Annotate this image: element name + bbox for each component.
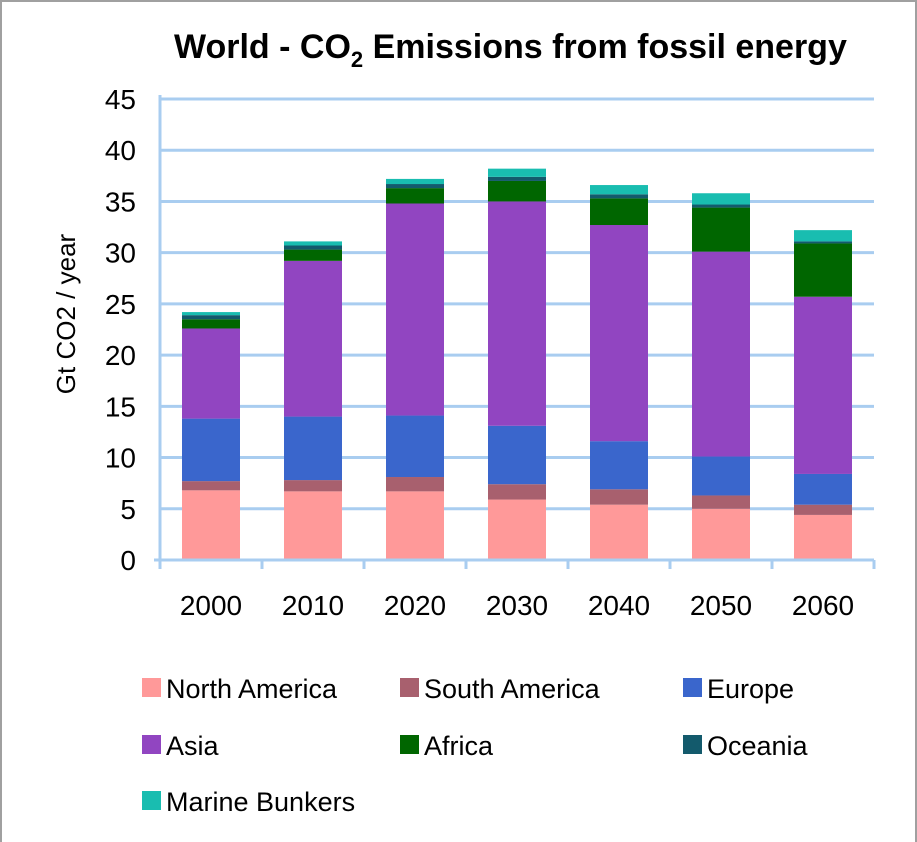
y-tick-label: 20 [105,340,136,371]
bar-segment [590,504,648,560]
bar-segment [590,194,648,199]
bar-segment [488,180,546,202]
legend-swatch [142,678,161,697]
x-tick-label: 2030 [486,590,548,621]
bar-segment [488,425,546,485]
bar-segment [794,230,852,242]
x-tick-label: 2010 [282,590,344,621]
legend-swatch [683,735,702,754]
bar-segment [386,203,444,416]
legend-swatch [400,735,419,754]
legend-swatch [400,678,419,697]
x-tick-label: 2020 [384,590,446,621]
bar-segment [692,193,750,205]
legend-label: Oceania [707,731,809,761]
legend-label: North America [166,674,338,704]
bar-segment [182,319,240,329]
bar-segment [488,499,546,560]
bar-segment [284,416,342,481]
bar-segment [182,418,240,482]
bar-segment [488,484,546,500]
legend-label: Marine Bunkers [166,787,355,817]
bar-segment [386,184,444,189]
y-tick-label: 5 [120,494,136,525]
bar-segment [488,201,546,426]
bar-segment [590,441,648,490]
y-tick-label: 35 [105,186,136,217]
axes [154,95,876,569]
bar-segment [182,328,240,419]
bar-segment [284,245,342,250]
x-tick-label: 2050 [690,590,752,621]
x-tick-labels: 2000 2010 2020 2030 2040 2050 2060 [180,590,854,621]
y-tick-label: 45 [105,84,136,115]
y-tick-label: 25 [105,289,136,320]
y-tick-label: 10 [105,443,136,474]
legend-swatch [142,791,161,810]
bar-segment [794,504,852,515]
chart-title-prefix: World - CO [174,28,351,66]
bar-segment [182,312,240,316]
y-tick-label: 15 [105,391,136,422]
bar-segment [284,491,342,560]
legend-swatch [142,735,161,754]
y-tick-label: 0 [120,545,136,576]
bar-segment [590,198,648,226]
x-tick-label: 2060 [792,590,854,621]
bar-segment [590,489,648,505]
bar-segment [488,168,546,177]
bar-segment [590,185,648,195]
x-tick-label: 2000 [180,590,242,621]
chart-title-suffix: Emissions from fossil energy [363,28,847,66]
bar-segment [692,207,750,252]
chart-title-subscript: 2 [351,47,363,72]
bar-segment [692,204,750,208]
bar-segment [284,260,342,417]
bar-segment [386,188,444,204]
y-tick-labels: 0 5 10 15 20 25 30 35 40 45 [105,84,136,576]
bar-segment [284,480,342,492]
bar-segment [794,241,852,244]
legend-label: Asia [166,731,220,761]
x-tick-label: 2040 [588,590,650,621]
bar-segment [488,176,546,181]
bar-segment [284,249,342,261]
bar-segment [386,491,444,560]
y-axis-label: Gt CO2 / year [51,233,81,394]
bar-segment [692,456,750,496]
bar-segment [182,481,240,491]
bar-segment [386,178,444,185]
bar-segment [692,251,750,457]
bar-segment [182,490,240,560]
bars [182,168,852,560]
bar-segment [692,508,750,560]
legend-swatch [683,678,702,697]
bar-segment [692,495,750,509]
bar-segment [794,473,852,505]
stacked-bar-chart: World - CO2 Emissions from fossil energy… [51,28,876,817]
y-tick-label: 40 [105,135,136,166]
bar-segment [590,225,648,442]
bar-segment [182,315,240,320]
bar-segment [386,415,444,478]
y-tick-label: 30 [105,238,136,269]
bar-segment [386,477,444,492]
legend: North America South America Europe Asia Afri… [142,674,809,817]
legend-label: South America [424,674,601,704]
bar-segment [794,296,852,474]
legend-label: Europe [707,674,794,704]
chart-title: World - CO2 Emissions from fossil energy [174,28,847,72]
legend-label: Africa [424,731,494,761]
bar-segment [794,243,852,297]
bar-segment [794,514,852,560]
bar-segment [284,241,342,246]
